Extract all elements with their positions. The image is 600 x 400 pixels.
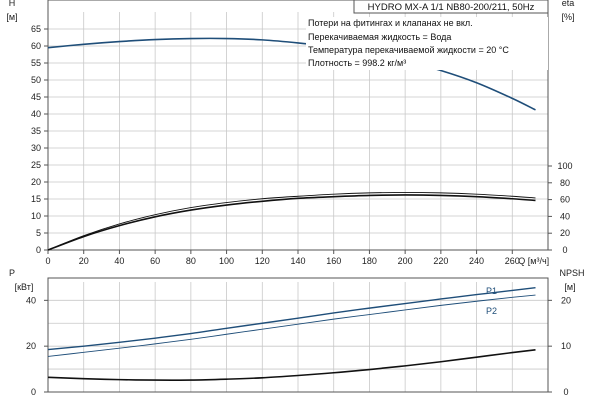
plot-frame-bottom	[47, 277, 549, 393]
x-tick-label: 20	[79, 256, 89, 266]
h-tick-label: 45	[31, 92, 41, 102]
npsh-axis-title: NPSH	[559, 268, 584, 278]
p-axis-title: P	[9, 268, 15, 278]
notes-background	[306, 17, 548, 70]
p-tick-label: 40	[26, 295, 36, 305]
h-axis-unit: [м]	[6, 12, 17, 22]
npsh-tick-label: 10	[561, 341, 571, 351]
h-curve	[47, 37, 536, 111]
h-tick-label: 55	[31, 58, 41, 68]
note-line: Перекачиваемая жидкость = Вода	[308, 32, 451, 42]
x-tick-label: 140	[290, 256, 305, 266]
x-tick-label: 80	[186, 256, 196, 266]
p2-series-label: P2	[486, 306, 497, 316]
p1-series-label: P1	[486, 286, 497, 296]
eta-axis-title: eta	[562, 0, 575, 8]
eta-curve-lower	[47, 194, 536, 251]
h-tick-label: 10	[31, 211, 41, 221]
note-line: Температура перекачиваемой жидкости = 20…	[308, 45, 509, 55]
eta-curve-upper	[47, 192, 536, 251]
chart-title: HYDRO MX-A 1/1 NB80-200/211, 50Hz	[368, 2, 535, 13]
h-tick-label: 20	[31, 177, 41, 187]
note-line: Потери на фитингах и клапанах не вкл.	[308, 18, 473, 28]
title-box	[353, 0, 549, 14]
p1-curve	[47, 287, 536, 351]
npsh-axis-unit: [м]	[564, 282, 575, 292]
x-tick-label: 220	[433, 256, 448, 266]
x-tick-label: 160	[326, 256, 341, 266]
eta-tick-label: 60	[560, 195, 570, 205]
p-tick-label: 0	[31, 387, 36, 397]
h-tick-label: 5	[36, 228, 41, 238]
eta-tick-label: 0	[562, 245, 567, 255]
x-tick-label: 200	[398, 256, 413, 266]
p2-curve	[47, 294, 536, 357]
eta-tick-label: 40	[560, 211, 570, 221]
x-tick-label: 40	[114, 256, 124, 266]
h-tick-label: 35	[31, 126, 41, 136]
npsh-tick-label: 20	[561, 295, 571, 305]
note-line: Плотность = 998.2 кг/м³	[308, 58, 406, 68]
h-tick-label: 40	[31, 109, 41, 119]
x-tick-label: 60	[150, 256, 160, 266]
x-axis-unit-label: Q [м³/ч]	[518, 256, 549, 266]
h-axis-title: H	[9, 0, 16, 8]
eta-axis-unit: [%]	[561, 12, 574, 22]
npsh-tick-label: 0	[563, 387, 568, 397]
h-tick-label: 30	[31, 143, 41, 153]
h-tick-label: 65	[31, 24, 41, 34]
p-tick-label: 20	[26, 341, 36, 351]
x-tick-label: 180	[362, 256, 377, 266]
x-tick-label: 260	[505, 256, 520, 266]
npsh-curve	[47, 349, 536, 381]
h-tick-label: 50	[31, 75, 41, 85]
eta-tick-label: 80	[560, 178, 570, 188]
x-tick-label: 0	[45, 256, 50, 266]
x-tick-label: 240	[469, 256, 484, 266]
p-axis-unit: [кВт]	[15, 282, 34, 292]
eta-tick-label: 100	[557, 161, 572, 171]
eta-tick-label: 20	[560, 228, 570, 238]
h-tick-label: 15	[31, 194, 41, 204]
h-tick-label: 25	[31, 160, 41, 170]
x-tick-label: 120	[255, 256, 270, 266]
h-tick-label: 0	[36, 245, 41, 255]
h-tick-label: 60	[31, 41, 41, 51]
x-tick-label: 100	[219, 256, 234, 266]
